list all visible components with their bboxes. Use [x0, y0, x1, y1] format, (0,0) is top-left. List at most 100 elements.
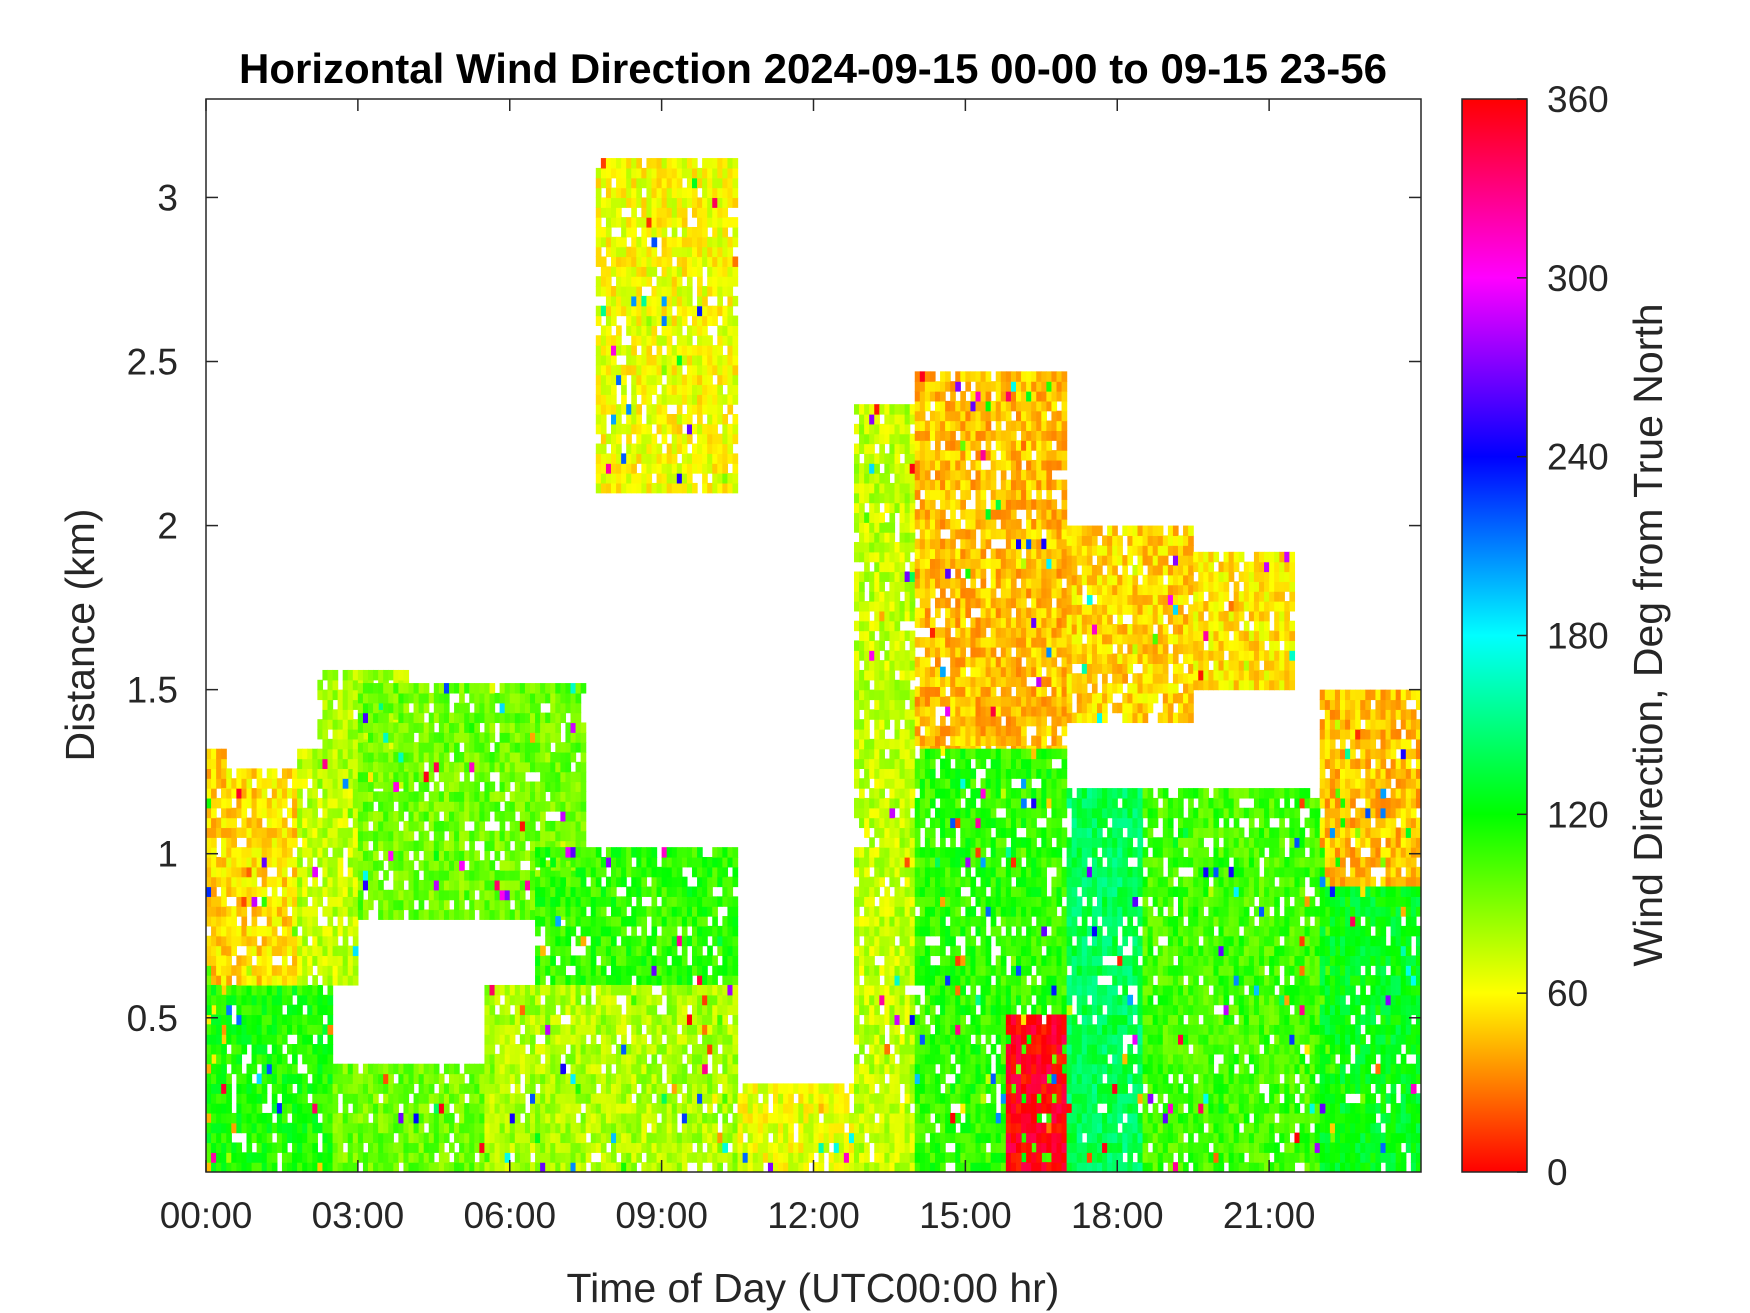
heatmap-cell — [281, 788, 288, 799]
heatmap-cell — [707, 246, 713, 258]
heatmap-cell — [656, 345, 663, 356]
heatmap-cell — [347, 965, 354, 976]
heatmap-cell — [651, 1083, 658, 1094]
heatmap-cell — [312, 1044, 318, 1055]
heatmap-cell — [251, 817, 258, 829]
heatmap-cell — [651, 994, 658, 1006]
heatmap-cell — [661, 866, 668, 878]
heatmap-cell — [712, 453, 718, 464]
heatmap-cell — [641, 305, 648, 317]
heatmap-cell — [681, 374, 688, 386]
heatmap-cell — [530, 840, 536, 852]
heatmap-cell — [626, 935, 632, 947]
heatmap-cell — [312, 807, 318, 819]
heatmap-cell — [504, 1073, 511, 1084]
heatmap-cell — [388, 692, 394, 704]
heatmap-cell — [504, 692, 511, 704]
heatmap-cell — [621, 955, 627, 966]
heatmap-cell — [362, 702, 369, 714]
heatmap-cell — [292, 945, 298, 957]
heatmap-cell — [266, 1014, 273, 1025]
heatmap-cell — [519, 1004, 526, 1016]
heatmap-cell — [661, 276, 668, 287]
heatmap-cell — [692, 384, 698, 395]
heatmap-cell — [656, 286, 663, 297]
heatmap-cell — [362, 742, 369, 753]
heatmap-cell — [368, 1142, 374, 1153]
heatmap-cell — [287, 916, 293, 927]
heatmap-cell — [646, 364, 653, 376]
heatmap-cell — [393, 738, 399, 750]
heatmap-cell — [322, 1073, 329, 1084]
heatmap-cell — [732, 325, 739, 336]
heatmap-cell — [692, 394, 698, 405]
heatmap-cell — [732, 1142, 739, 1153]
heatmap-cell — [854, 1132, 860, 1144]
heatmap-cell — [362, 1162, 369, 1172]
heatmap-cell — [732, 177, 739, 189]
heatmap-cell — [575, 781, 582, 792]
heatmap-cell — [428, 1132, 435, 1144]
heatmap-cell — [611, 187, 617, 199]
heatmap-cell — [530, 1014, 536, 1025]
heatmap-cell — [808, 1083, 815, 1094]
heatmap-cell — [378, 771, 384, 783]
heatmap-cell — [236, 1034, 243, 1045]
heatmap-cell — [570, 975, 577, 986]
heatmap-cell — [793, 1103, 799, 1114]
heatmap-cell — [342, 709, 349, 720]
heatmap-cell — [342, 906, 349, 917]
heatmap-cell — [357, 1122, 364, 1134]
heatmap-cell — [651, 906, 658, 917]
heatmap-cell — [373, 748, 379, 760]
heatmap-cell — [357, 1083, 364, 1094]
heatmap-cell — [352, 788, 359, 799]
heatmap-cell — [585, 1063, 592, 1075]
heatmap-cell — [271, 906, 278, 917]
heatmap-cell — [656, 1142, 663, 1153]
heatmap-cell — [833, 1162, 840, 1172]
heatmap-cell — [246, 965, 253, 976]
heatmap-cell — [570, 702, 577, 714]
heatmap-cell — [570, 1063, 577, 1075]
heatmap-cell — [281, 955, 288, 966]
heatmap-cell — [484, 781, 491, 792]
heatmap-cell — [540, 1112, 546, 1124]
heatmap-cell — [322, 1122, 329, 1134]
heatmap-cell — [767, 1083, 774, 1094]
heatmap-cell — [271, 1142, 278, 1153]
heatmap-cell — [362, 1083, 369, 1094]
heatmap-cell — [732, 916, 739, 927]
heatmap-cell — [281, 1132, 288, 1144]
heatmap-cell — [555, 1053, 561, 1065]
heatmap-cell — [686, 482, 693, 494]
heatmap-cell — [697, 866, 703, 878]
heatmap-cell — [378, 751, 384, 763]
heatmap-cell — [540, 683, 546, 694]
heatmap-cell — [585, 866, 592, 878]
heatmap-cell — [590, 975, 597, 986]
heatmap-cell — [327, 758, 334, 769]
heatmap-cell — [357, 889, 364, 901]
heatmap-cell — [357, 870, 364, 881]
heatmap-cell — [211, 1063, 217, 1075]
heatmap-cell — [221, 1024, 227, 1035]
heatmap-cell — [666, 1093, 673, 1104]
heatmap-cell — [524, 1053, 531, 1065]
heatmap-cell — [428, 850, 435, 861]
heatmap-cell — [605, 1014, 612, 1025]
heatmap-cell — [403, 1073, 410, 1084]
heatmap-cell — [464, 870, 470, 881]
heatmap-cell — [727, 984, 734, 996]
heatmap-cell — [707, 955, 713, 966]
heatmap-cell — [322, 778, 329, 789]
heatmap-cell — [565, 847, 572, 858]
heatmap-cell — [697, 945, 703, 957]
heatmap-cell — [373, 870, 379, 881]
heatmap-cell — [514, 1132, 521, 1144]
heatmap-cell — [438, 732, 445, 743]
heatmap-cell — [408, 791, 415, 802]
heatmap-cell — [585, 965, 592, 976]
heatmap-cell — [342, 1132, 349, 1144]
heatmap-cell — [362, 751, 369, 763]
